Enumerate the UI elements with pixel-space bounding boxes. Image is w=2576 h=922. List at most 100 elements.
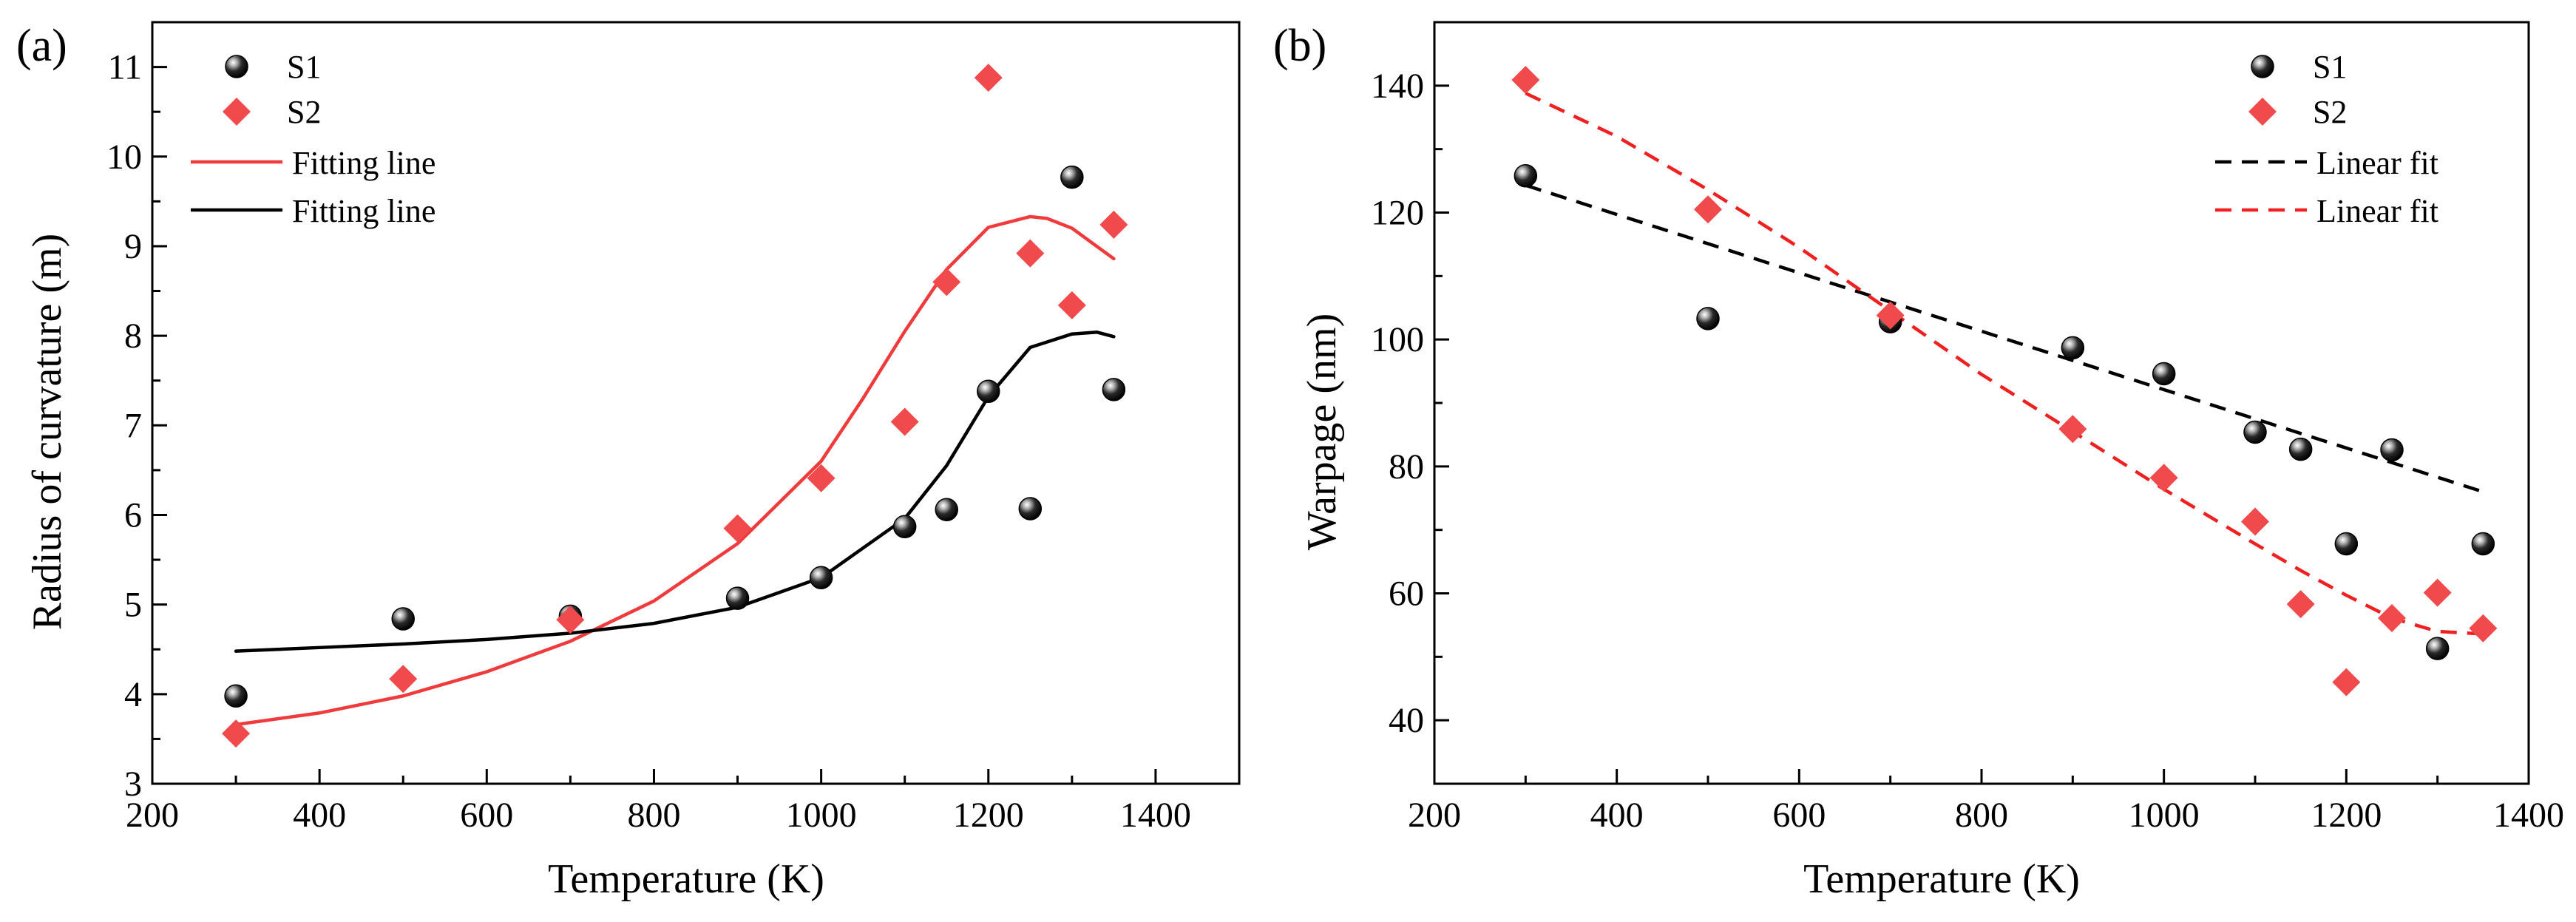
panel-b-s2-point bbox=[1876, 301, 1905, 330]
panel-a-s2-point bbox=[974, 64, 1003, 92]
x-tick-label-a: 200 bbox=[126, 796, 179, 835]
panel-a-s2-point bbox=[723, 514, 752, 543]
panel-b-s1-point bbox=[1696, 307, 1720, 331]
panel-b-legend: S1 S2 Linear fit Linear fit bbox=[2215, 49, 2438, 229]
panel-b-s2-point bbox=[1694, 195, 1722, 224]
legend-a-red-fit-label: Fitting line bbox=[292, 145, 435, 181]
y-tick-label-a: 10 bbox=[106, 138, 142, 177]
x-tick-label-a: 1400 bbox=[1120, 796, 1191, 835]
panel-b-s1-point bbox=[2425, 637, 2450, 660]
y-tick-label-a: 8 bbox=[124, 316, 142, 356]
panel-a-s2-point bbox=[807, 464, 835, 492]
y-tick-label-a: 9 bbox=[124, 227, 142, 266]
panel-b-s1-point bbox=[2152, 362, 2176, 386]
panel-b-axes-frame bbox=[1433, 21, 2530, 785]
panel-a-s2-point bbox=[1057, 291, 1086, 319]
panel-a-plot-area: 200 400 600 800 1000 1200 1400 3 4 5 6 7 8 9 10 11 bbox=[106, 21, 1241, 835]
panel-a-s2-point bbox=[890, 407, 919, 436]
panel-a-s2-point bbox=[1099, 210, 1128, 239]
panel-b-s2-point bbox=[2149, 464, 2178, 492]
y-tick-label-a: 7 bbox=[124, 406, 142, 445]
legend-a-s1-marker bbox=[225, 55, 248, 78]
y-tick-label-b: 40 bbox=[1389, 701, 1424, 740]
panel-b-x-axis-title: Temperature (K) bbox=[1803, 856, 2080, 902]
panel-b-s2-point bbox=[2332, 668, 2361, 696]
x-tick-label-b: 1400 bbox=[2493, 796, 2564, 835]
panel-b: (b) Warpage (nm) Temperature (K) 200 400 6… bbox=[1273, 21, 2564, 902]
panel-b-s2-point bbox=[1511, 66, 1540, 95]
panel-a-s1-point bbox=[1018, 497, 1043, 521]
legend-b-black-fit-label: Linear fit bbox=[2316, 145, 2438, 181]
panel-b-y-axis-title: Warpage (nm) bbox=[1299, 313, 1345, 550]
panel-a-y-axis-title: Radius of curvature (m) bbox=[24, 234, 70, 630]
panel-a-s2-point bbox=[222, 719, 251, 748]
y-tick-label-a: 11 bbox=[108, 48, 142, 87]
y-tick-label-a: 4 bbox=[124, 675, 142, 714]
legend-a-black-fit-label: Fitting line bbox=[292, 193, 435, 229]
y-tick-label-b: 80 bbox=[1389, 447, 1424, 487]
panel-b-s1-point bbox=[2380, 438, 2404, 462]
panel-a-fit-line-2 bbox=[234, 214, 1116, 727]
panel-b-s1-point bbox=[2334, 532, 2359, 556]
panel-b-s2-point bbox=[2469, 614, 2498, 643]
panel-b-s2-point bbox=[2286, 590, 2315, 619]
legend-b-s2-marker bbox=[2248, 98, 2277, 126]
y-tick-label-b: 120 bbox=[1371, 194, 1424, 233]
x-tick-label-b: 1200 bbox=[2311, 796, 2382, 835]
y-tick-label-b: 100 bbox=[1371, 320, 1424, 359]
panel-a-s2-point bbox=[556, 606, 585, 634]
x-tick-label-b: 1000 bbox=[2129, 796, 2200, 835]
legend-b-s1-label: S1 bbox=[2313, 49, 2347, 85]
panel-a-s1-point bbox=[224, 684, 248, 708]
panel-a-s1-point bbox=[1060, 165, 1084, 189]
panel-b-s1-point bbox=[1514, 163, 1538, 188]
panel-a-s1-point bbox=[977, 379, 1000, 403]
panel-a: (a) Radius of curvature (m) Temperature … bbox=[16, 21, 1241, 902]
panel-b-s2-point bbox=[2378, 603, 2406, 632]
legend-a-s2-label: S2 bbox=[287, 94, 321, 130]
y-tick-label-b: 60 bbox=[1389, 574, 1424, 614]
panel-a-x-axis-title: Temperature (K) bbox=[548, 856, 824, 902]
legend-b-s1-marker bbox=[2251, 55, 2274, 78]
x-tick-label-a: 1200 bbox=[953, 796, 1024, 835]
panel-a-s1-point bbox=[391, 607, 415, 631]
panel-b-s1-point bbox=[2061, 336, 2085, 360]
panel-b-s1-point bbox=[2471, 532, 2495, 556]
panel-b-s2-point bbox=[2241, 507, 2269, 536]
panel-a-s1-point bbox=[935, 498, 958, 521]
panel-b-plot-area: 200 400 600 800 1000 1200 1400 40 60 80 100 120 140 bbox=[1371, 21, 2564, 835]
panel-b-s1-point bbox=[2288, 437, 2313, 461]
panel-a-axes-frame bbox=[151, 21, 1241, 785]
x-tick-label-b: 400 bbox=[1590, 796, 1644, 835]
x-tick-label-b: 600 bbox=[1772, 796, 1826, 835]
panel-a-s2-point bbox=[389, 665, 418, 694]
y-tick-label-a: 5 bbox=[124, 586, 142, 625]
panel-b-label: (b) bbox=[1273, 21, 1326, 71]
panel-a-s1-point bbox=[1102, 378, 1126, 401]
panel-a-s1-point bbox=[725, 586, 750, 610]
x-tick-label-a: 800 bbox=[627, 796, 680, 835]
legend-b-s2-label: S2 bbox=[2313, 94, 2347, 130]
panel-a-legend: S1 S2 Fitting line Fitting line bbox=[191, 49, 435, 229]
x-tick-label-a: 400 bbox=[293, 796, 346, 835]
y-tick-label-a: 6 bbox=[124, 495, 142, 535]
panel-b-s2-point bbox=[2423, 578, 2452, 607]
y-tick-label-a: 3 bbox=[124, 765, 142, 804]
x-tick-label-a: 600 bbox=[460, 796, 513, 835]
legend-a-s2-marker bbox=[223, 98, 251, 126]
panel-a-s2-point bbox=[932, 268, 961, 296]
panel-a-s2-point bbox=[1016, 239, 1045, 268]
panel-b-fit-line-2 bbox=[1525, 183, 2484, 494]
legend-a-s1-label: S1 bbox=[287, 49, 321, 85]
panel-b-fit-line-3 bbox=[1525, 92, 2484, 636]
x-tick-label-b: 800 bbox=[1955, 796, 2008, 835]
panel-a-s1-point bbox=[892, 515, 917, 538]
y-tick-label-b: 140 bbox=[1371, 67, 1424, 106]
x-tick-label-a: 1000 bbox=[786, 796, 857, 835]
panel-a-s1-point bbox=[809, 566, 833, 590]
x-tick-label-b: 200 bbox=[1408, 796, 1461, 835]
panel-a-fit-line-3 bbox=[234, 331, 1116, 653]
legend-b-red-fit-label: Linear fit bbox=[2316, 193, 2438, 229]
panel-a-label: (a) bbox=[16, 21, 67, 71]
